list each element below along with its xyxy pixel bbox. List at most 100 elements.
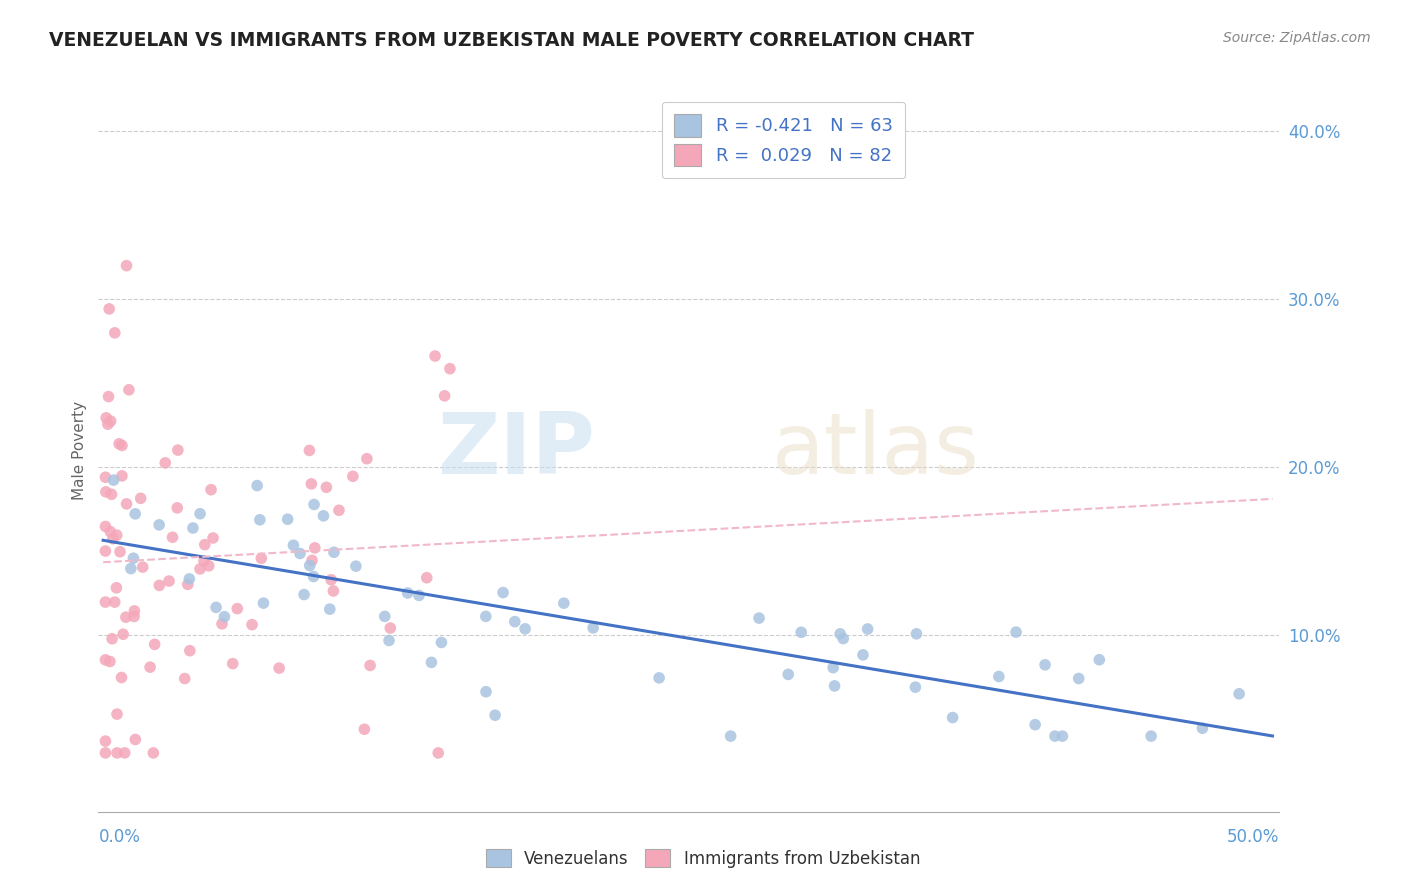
Point: [188, 562, 211, 576]
Point: [302, 569, 325, 583]
Point: [101, 632, 124, 646]
Point: [298, 558, 321, 573]
Point: [115, 497, 138, 511]
Point: [194, 538, 217, 552]
Point: [344, 559, 367, 574]
Point: [342, 469, 364, 483]
Point: [323, 545, 346, 559]
Point: [148, 517, 170, 532]
Point: [181, 521, 204, 535]
Point: [288, 547, 311, 561]
Point: [226, 601, 249, 615]
Point: [904, 680, 927, 694]
Point: [299, 476, 322, 491]
Point: [503, 615, 526, 629]
Point: [856, 622, 879, 636]
Point: [1033, 657, 1056, 672]
Point: [283, 538, 305, 552]
Legend: Venezuelans, Immigrants from Uzbekistan: Venezuelans, Immigrants from Uzbekistan: [479, 843, 927, 874]
Point: [830, 627, 852, 641]
Point: [475, 609, 498, 624]
Point: [430, 635, 453, 649]
Point: [353, 723, 375, 737]
Point: [94, 734, 117, 748]
Point: [105, 528, 128, 542]
Point: [120, 561, 142, 575]
Point: [162, 530, 184, 544]
Point: [1088, 653, 1111, 667]
Point: [110, 671, 132, 685]
Point: [98, 655, 121, 669]
Point: [250, 551, 273, 566]
Point: [380, 621, 402, 635]
Text: atlas: atlas: [772, 409, 980, 492]
Point: [105, 581, 128, 595]
Point: [249, 513, 271, 527]
Text: Source: ZipAtlas.com: Source: ZipAtlas.com: [1223, 31, 1371, 45]
Point: [98, 301, 121, 316]
Point: [433, 389, 456, 403]
Point: [193, 554, 215, 568]
Point: [131, 560, 153, 574]
Point: [824, 679, 846, 693]
Point: [200, 483, 222, 497]
Point: [118, 383, 141, 397]
Point: [94, 470, 117, 484]
Point: [292, 588, 315, 602]
Point: [240, 617, 263, 632]
Point: [423, 349, 446, 363]
Point: [139, 660, 162, 674]
Point: [155, 456, 177, 470]
Point: [1043, 729, 1066, 743]
Point: [832, 632, 855, 646]
Point: [94, 595, 117, 609]
Point: [987, 669, 1010, 683]
Point: [396, 586, 419, 600]
Point: [322, 584, 344, 599]
Point: [1227, 687, 1250, 701]
Point: [252, 596, 274, 610]
Point: [359, 658, 381, 673]
Point: [129, 491, 152, 506]
Point: [94, 746, 117, 760]
Y-axis label: Male Poverty: Male Poverty: [72, 401, 87, 500]
Point: [942, 710, 965, 724]
Point: [427, 746, 450, 760]
Text: VENEZUELAN VS IMMIGRANTS FROM UZBEKISTAN MALE POVERTY CORRELATION CHART: VENEZUELAN VS IMMIGRANTS FROM UZBEKISTAN…: [49, 31, 974, 50]
Point: [94, 653, 117, 667]
Point: [648, 671, 671, 685]
Point: [97, 390, 120, 404]
Point: [142, 746, 165, 760]
Point: [177, 577, 200, 591]
Point: [97, 417, 120, 432]
Text: 0.0%: 0.0%: [98, 828, 141, 846]
Point: [553, 596, 575, 610]
Point: [94, 544, 117, 558]
Point: [173, 672, 195, 686]
Point: [513, 622, 536, 636]
Point: [94, 484, 117, 499]
Point: [492, 585, 515, 599]
Point: [105, 746, 128, 760]
Point: [143, 637, 166, 651]
Point: [100, 414, 122, 428]
Point: [105, 707, 128, 722]
Point: [416, 571, 439, 585]
Point: [1005, 625, 1028, 640]
Point: [319, 602, 342, 616]
Point: [124, 604, 146, 618]
Point: [111, 438, 134, 452]
Point: [302, 498, 325, 512]
Point: [179, 572, 201, 586]
Point: [197, 558, 219, 573]
Point: [214, 609, 236, 624]
Point: [179, 643, 201, 657]
Point: [115, 259, 138, 273]
Point: [1140, 729, 1163, 743]
Text: ZIP: ZIP: [437, 409, 595, 492]
Point: [301, 553, 323, 567]
Point: [328, 503, 350, 517]
Point: [205, 600, 228, 615]
Point: [100, 524, 122, 539]
Point: [852, 648, 875, 662]
